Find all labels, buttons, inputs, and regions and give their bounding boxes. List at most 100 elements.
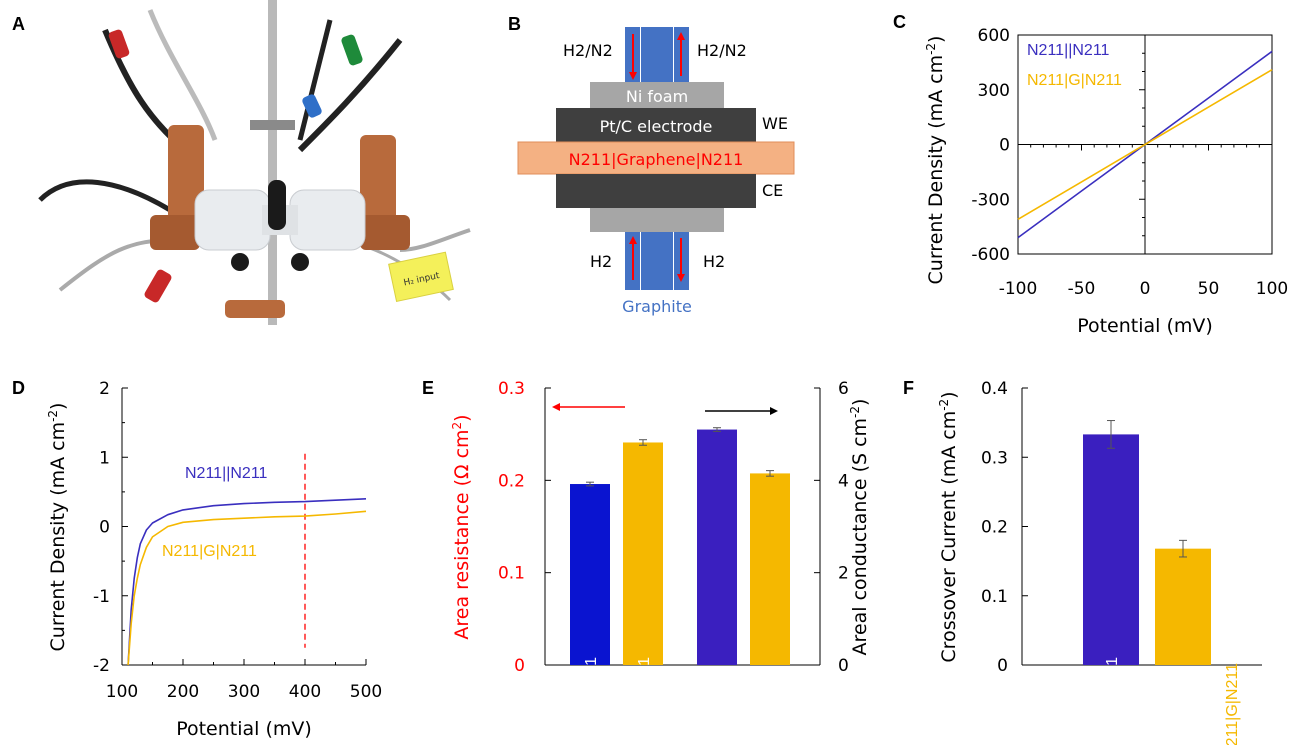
y-tick-label-e-right: 4 bbox=[838, 471, 849, 491]
legend-c-series-2: N211|G|N211 bbox=[1027, 72, 1122, 89]
gas-bottom-right: H2 bbox=[703, 252, 725, 271]
x-axis-label-c: Potential (mV) bbox=[1077, 315, 1213, 337]
bars-f: N211||N211 N211|G|N211 bbox=[1083, 420, 1241, 745]
y-tick-label-e-right: 0 bbox=[838, 656, 849, 676]
cell-photo-illustration: H₂ input bbox=[38, 0, 471, 325]
series-line-d-2 bbox=[127, 510, 367, 666]
y-tick-label-f: 0 bbox=[997, 656, 1008, 676]
y-tick-label-d: -1 bbox=[93, 587, 110, 607]
electrode-label: Pt/C electrode bbox=[600, 117, 713, 136]
panel-d: D -2 -1 0 1 2 100 200 300 400 500 Potential (mV)… bbox=[12, 378, 382, 740]
panel-label-a: A bbox=[12, 14, 25, 34]
panel-b: B H2/N2 H2/N2 Ni foam Pt/C electrode N21… bbox=[508, 14, 795, 316]
y-tick-label-e-left: 0.2 bbox=[498, 471, 525, 491]
x-tick-label-c: -50 bbox=[1068, 279, 1096, 299]
bar-e-conductance-n211g bbox=[750, 473, 790, 665]
panel-label-f: F bbox=[903, 378, 914, 398]
panel-label-b: B bbox=[508, 14, 521, 34]
series-group-d bbox=[127, 498, 367, 666]
panel-e: E N211||N211 N211|G|N211 00.10.20.3 0246 … bbox=[422, 378, 871, 745]
y-axis-label-f: Crossover Current (mA cm-2) bbox=[937, 391, 960, 662]
ni-foam-label: Ni foam bbox=[626, 87, 688, 106]
ce-label: CE bbox=[762, 181, 783, 200]
y-axis-label-left-e: Area resistance (Ω cm2) bbox=[450, 414, 473, 639]
x-tick-label-c: -100 bbox=[999, 279, 1038, 299]
y-tick-label-c: -600 bbox=[971, 245, 1010, 265]
y-tick-label-c: 300 bbox=[978, 81, 1010, 101]
bars-e: N211||N211 N211|G|N211 bbox=[570, 427, 790, 745]
x-tick-label-d: 100 bbox=[106, 682, 138, 702]
bar-f-n211g bbox=[1155, 548, 1211, 665]
ni-foam-bottom-layer bbox=[590, 208, 724, 232]
y-tick-label-f: 0.3 bbox=[981, 448, 1008, 468]
x-tick-label-d: 200 bbox=[167, 682, 199, 702]
panel-label-e: E bbox=[422, 378, 434, 398]
y-tick-label-f: 0.1 bbox=[981, 587, 1008, 607]
panel-label-c: C bbox=[893, 12, 906, 32]
x-axis-label-d: Potential (mV) bbox=[176, 718, 312, 740]
panel-a: A bbox=[12, 0, 471, 325]
legend-d-series-1: N211||N211 bbox=[185, 465, 268, 482]
x-tick-label-c: 50 bbox=[1198, 279, 1220, 299]
gas-top-left: H2/N2 bbox=[563, 41, 613, 60]
y-tick-label-e-left: 0.1 bbox=[498, 564, 525, 584]
series-line-d-1 bbox=[127, 498, 367, 666]
y-axis-label-d: Current Density (mA cm-2) bbox=[46, 403, 69, 652]
panel-c: C -600 -300 0 300 600 -100 -50 0 50 100 Potentia… bbox=[893, 12, 1288, 337]
x-tick-label-c: 100 bbox=[1256, 279, 1288, 299]
pt-c-electrode-ce-layer bbox=[556, 174, 756, 208]
x-tick-label-d: 500 bbox=[350, 682, 382, 702]
y-tick-label-e-left: 0.3 bbox=[498, 379, 525, 399]
tick-marks-d bbox=[121, 387, 367, 666]
legend-d-series-2: N211|G|N211 bbox=[162, 543, 257, 560]
y-axis-label-c: Current Density (mA cm-2) bbox=[924, 36, 947, 285]
y-tick-labels-f: 0 0.1 0.2 0.3 0.4 bbox=[981, 379, 1008, 676]
legend-c-series-1: N211||N211 bbox=[1027, 42, 1110, 59]
ni-foam-top-layer bbox=[590, 82, 724, 108]
y-tick-label-e-right: 2 bbox=[838, 564, 849, 584]
membrane-layer bbox=[517, 141, 795, 175]
graphite-label: Graphite bbox=[622, 297, 692, 316]
pt-c-electrode-we-layer bbox=[556, 108, 756, 142]
y-axis-label-right-e: Areal conductance (S cm-2) bbox=[848, 399, 871, 656]
series-line-c-2 bbox=[1017, 69, 1273, 220]
y-tick-label-d: 1 bbox=[99, 448, 110, 468]
x-tick-label-c: 0 bbox=[1140, 279, 1151, 299]
panel-label-d: D bbox=[12, 378, 25, 398]
y-tick-label-d: 2 bbox=[99, 379, 110, 399]
x-tick-label-d: 400 bbox=[289, 682, 321, 702]
y-tick-labels-left-e: 0 0.1 0.2 0.3 bbox=[498, 379, 525, 676]
x-tick-labels-d: 100 200 300 400 500 bbox=[106, 682, 382, 702]
y-tick-labels-c: -600 -300 0 300 600 bbox=[971, 26, 1010, 265]
bar-f-n211 bbox=[1083, 434, 1139, 665]
bar-label-e: N211||N211 bbox=[583, 657, 600, 740]
bar-e-conductance-n211 bbox=[697, 429, 737, 665]
panel-f: F N211||N211 N211|G|N211 0 0.1 0.2 0.3 0.4 Cr… bbox=[903, 378, 1262, 745]
membrane-label: N211|Graphene|N211 bbox=[569, 150, 744, 169]
x-tick-labels-c: -100 -50 0 50 100 bbox=[999, 279, 1289, 299]
bar-e-resistance-n211g bbox=[623, 442, 663, 665]
gas-bottom-left: H2 bbox=[590, 252, 612, 271]
bar-label-e: N211|G|N211 bbox=[636, 657, 653, 745]
y-tick-label-c: 600 bbox=[978, 26, 1010, 46]
y-tick-label-e-right: 6 bbox=[838, 379, 849, 399]
y-tick-label-f: 0.4 bbox=[981, 379, 1008, 399]
sticky-note: H₂ input bbox=[388, 251, 454, 302]
bar-label-f-n211g: N211|G|N211 bbox=[1224, 663, 1241, 745]
y-tick-label-d: -2 bbox=[93, 656, 110, 676]
tick-marks-f bbox=[1022, 387, 1028, 666]
y-tick-labels-d: -2 -1 0 1 2 bbox=[93, 379, 110, 676]
y-tick-label-e-left: 0 bbox=[514, 656, 525, 676]
bar-e-resistance-n211 bbox=[570, 484, 610, 665]
y-tick-label-d: 0 bbox=[99, 518, 110, 538]
y-tick-label-f: 0.2 bbox=[981, 518, 1008, 538]
y-tick-label-c: -300 bbox=[971, 190, 1010, 210]
we-label: WE bbox=[762, 114, 788, 133]
gas-top-right: H2/N2 bbox=[697, 41, 747, 60]
tick-marks-e bbox=[545, 387, 820, 666]
y-tick-labels-right-e: 0 2 4 6 bbox=[838, 379, 849, 676]
x-tick-label-d: 300 bbox=[228, 682, 260, 702]
y-tick-label-c: 0 bbox=[999, 136, 1010, 156]
bar-label-f-n211: N211||N211 bbox=[1104, 657, 1121, 740]
